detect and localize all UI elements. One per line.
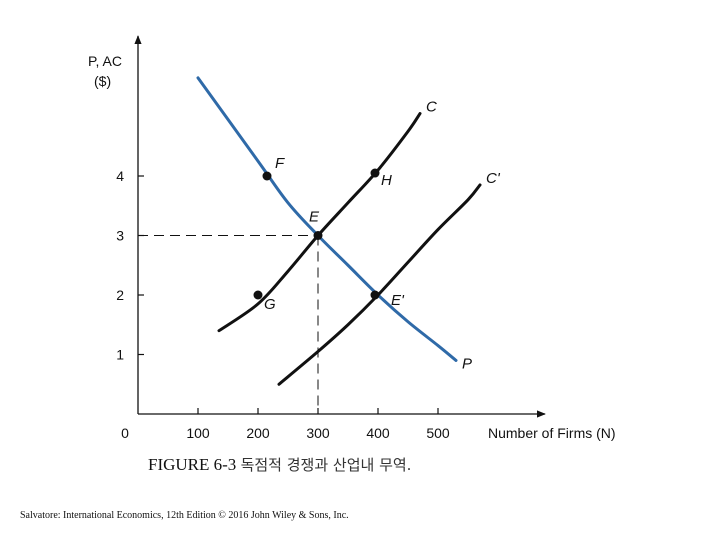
point-label-h: H (381, 172, 392, 189)
curve-p (196, 76, 458, 362)
x-tick-label: 500 (426, 425, 450, 441)
x-tick-label: 200 (246, 425, 270, 441)
point-e-prime (370, 290, 380, 300)
point-label-f: F (275, 155, 285, 172)
y-tick-label: 1 (116, 347, 124, 363)
x-tick-label: 300 (306, 425, 330, 441)
y-axis-title-line2: ($) (94, 73, 111, 89)
y-tick-label: 4 (116, 168, 124, 184)
point-label-g: G (264, 296, 276, 313)
curve-label-p: P (462, 355, 472, 372)
points: F H E G E' (253, 155, 405, 313)
curves: P C C' (196, 76, 501, 386)
figure-caption: FIGURE 6-3 독점적 경쟁과 산업내 무역. (148, 454, 411, 475)
curve-label-c-prime: C' (486, 170, 501, 187)
curve-label-c: C (426, 99, 437, 116)
curve-c (217, 112, 422, 333)
x-tick-label: 0 (121, 425, 129, 441)
y-axis-title-line1: P, AC (88, 53, 122, 69)
point-f (262, 171, 272, 181)
point-label-e: E (309, 209, 320, 226)
point-label-e-prime: E' (391, 292, 405, 309)
axis-ticks: 0 100 200 300 400 500 1 2 3 4 (116, 168, 450, 441)
point-h (370, 168, 380, 178)
point-g (253, 290, 263, 300)
source-credit: Salvatore: International Economics, 12th… (20, 510, 349, 521)
figure-title: 독점적 경쟁과 산업내 무역. (240, 456, 412, 474)
x-axis-title: Number of Firms (N) (488, 425, 616, 441)
point-e (313, 231, 323, 240)
x-tick-label: 400 (366, 425, 390, 441)
curve-c-prime (277, 183, 482, 386)
x-tick-label: 100 (186, 425, 210, 441)
y-tick-label: 3 (116, 228, 124, 244)
y-tick-label: 2 (116, 287, 124, 303)
reference-lines (138, 235, 319, 414)
figure-number: FIGURE 6-3 (148, 455, 237, 474)
